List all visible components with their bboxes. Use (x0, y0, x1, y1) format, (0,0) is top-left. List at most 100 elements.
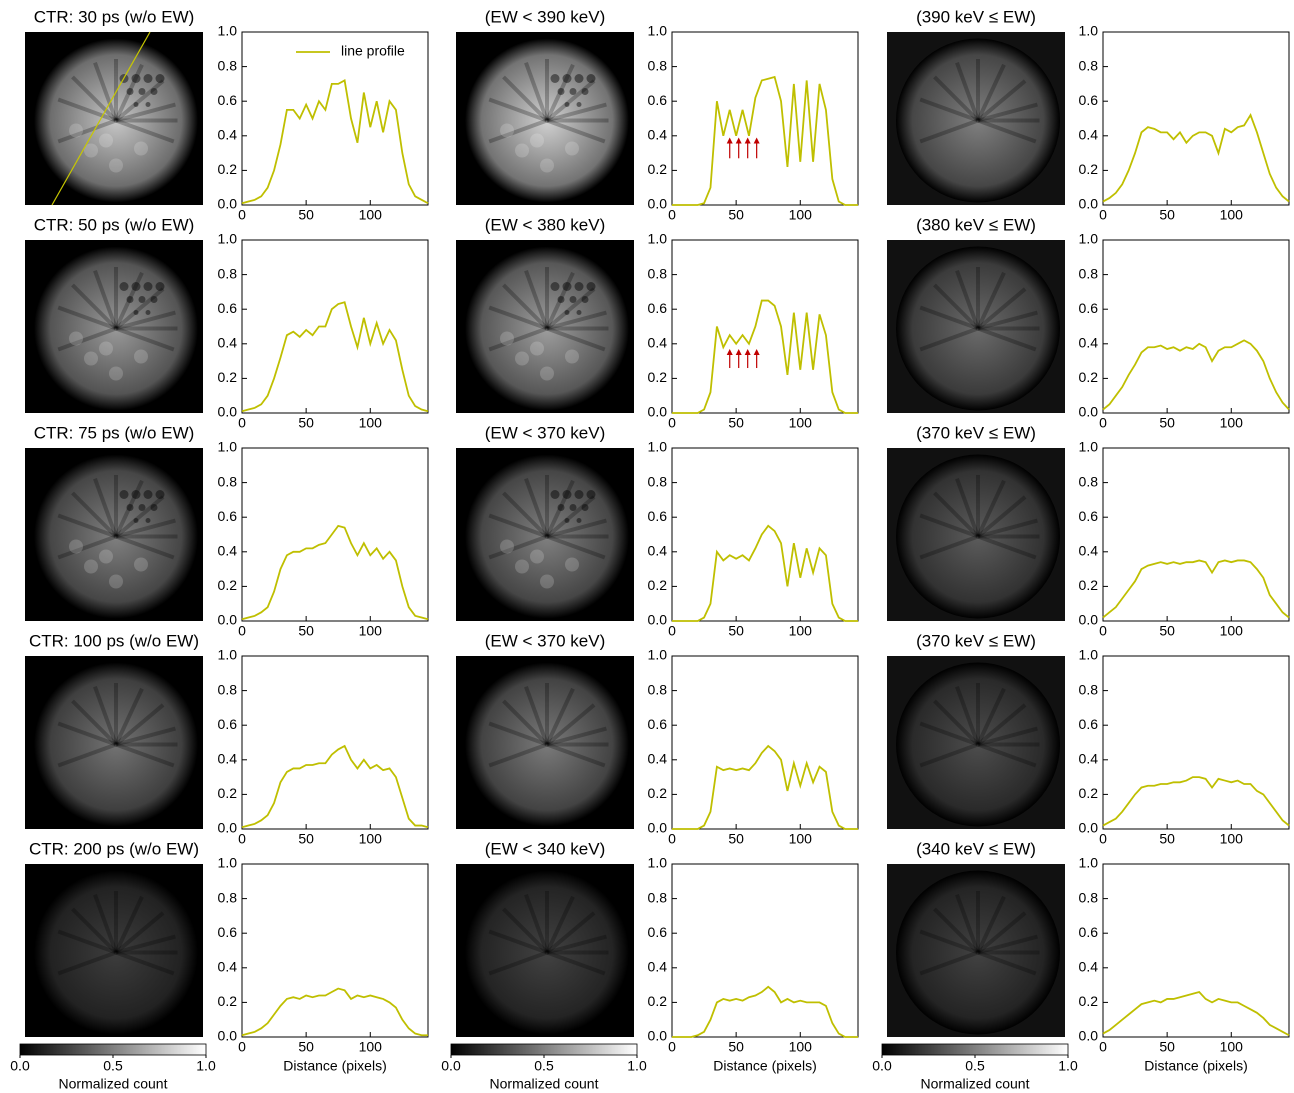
colorbar-tick-label: 0.0 (872, 1058, 892, 1074)
y-tick-label: 0.6 (1079, 508, 1099, 524)
y-tick-label: 0.6 (648, 300, 668, 316)
x-tick-label: 100 (1220, 1039, 1244, 1055)
x-tick-label: 0 (238, 623, 246, 639)
image-panel (456, 656, 634, 829)
x-tick-label: 50 (1159, 623, 1175, 639)
phantom-hole (120, 490, 129, 499)
phantom-hole (551, 490, 560, 499)
plot-frame (242, 448, 428, 621)
phantom-hole (146, 518, 151, 523)
x-tick-label: 50 (728, 831, 744, 847)
phantom-spot (134, 350, 148, 364)
y-tick-label: 1.0 (218, 231, 238, 247)
phantom-spot (500, 540, 514, 554)
y-tick-label: 1.0 (218, 23, 238, 39)
phantom-hole (551, 282, 560, 291)
image-title: (EW < 370 keV) (485, 423, 605, 442)
phantom-hole (558, 88, 565, 95)
phantom-hole (577, 518, 582, 523)
x-axis-label: Distance (pixels) (713, 1058, 816, 1074)
x-tick-label: 50 (1159, 831, 1175, 847)
phantom-spot (69, 540, 83, 554)
image-panel (456, 240, 634, 413)
y-tick-label: 0.8 (218, 473, 238, 489)
phantom-hole (144, 74, 153, 83)
phantom-hole (582, 296, 589, 303)
y-tick-label: 0.2 (1079, 577, 1099, 593)
phantom-spot (530, 342, 544, 356)
y-tick-label: 1.0 (648, 231, 668, 247)
y-tick-label: 0.6 (218, 508, 238, 524)
y-tick-label: 0.8 (648, 889, 668, 905)
phantom-hole (134, 518, 139, 523)
phantom-spot (134, 142, 148, 156)
x-tick-label: 100 (789, 831, 813, 847)
y-tick-label: 0.8 (1079, 265, 1099, 281)
y-tick-label: 0.2 (1079, 369, 1099, 385)
y-tick-label: 0.0 (648, 196, 668, 212)
y-tick-label: 0.2 (1079, 161, 1099, 177)
phantom-hole (565, 518, 570, 523)
y-tick-label: 0.4 (1079, 751, 1099, 767)
phantom-spot (84, 560, 98, 574)
y-tick-label: 0.4 (218, 959, 238, 975)
y-tick-label: 0.4 (648, 959, 668, 975)
phantom-hole (570, 504, 577, 511)
y-tick-label: 0.0 (1079, 612, 1099, 628)
phantom-hole (146, 102, 151, 107)
y-tick-label: 0.6 (1079, 716, 1099, 732)
colorbar (882, 1044, 1068, 1055)
image-panel (456, 864, 634, 1037)
y-tick-label: 1.0 (648, 647, 668, 663)
y-tick-label: 0.4 (1079, 959, 1099, 975)
y-tick-label: 0.4 (648, 127, 668, 143)
colorbar (451, 1044, 637, 1055)
phantom-spot (500, 124, 514, 138)
phantom-hole (587, 490, 596, 499)
image-title: (EW < 390 keV) (485, 7, 605, 26)
y-tick-label: 1.0 (218, 439, 238, 455)
phantom-spot (84, 352, 98, 366)
y-tick-label: 0.2 (218, 785, 238, 801)
plot-frame (242, 656, 428, 829)
phantom-hole (139, 504, 146, 511)
phantom-hole (127, 504, 134, 511)
x-tick-label: 100 (359, 415, 383, 431)
y-tick-label: 0.2 (218, 993, 238, 1009)
phantom-hole (577, 310, 582, 315)
y-tick-label: 1.0 (1079, 23, 1099, 39)
y-tick-label: 0.6 (648, 716, 668, 732)
phantom-spot (99, 342, 113, 356)
y-tick-label: 0.2 (218, 369, 238, 385)
y-tick-label: 0.4 (648, 751, 668, 767)
figure: CTR: 30 ps (w/o EW)0501000.00.20.40.60.8… (0, 0, 1294, 1093)
y-tick-label: 0.8 (218, 681, 238, 697)
image-panel (887, 448, 1065, 621)
x-tick-label: 50 (298, 831, 314, 847)
phantom-spot (565, 558, 579, 572)
y-tick-label: 0.6 (648, 92, 668, 108)
x-tick-label: 0 (238, 1039, 246, 1055)
image-panel (887, 656, 1065, 829)
colorbar-tick-label: 1.0 (627, 1058, 647, 1074)
phantom-hole (127, 296, 134, 303)
y-tick-label: 0.4 (648, 543, 668, 559)
phantom-spot (109, 575, 123, 589)
phantom-hole (575, 74, 584, 83)
y-tick-label: 0.4 (218, 543, 238, 559)
image-title: CTR: 100 ps (w/o EW) (29, 631, 199, 650)
y-tick-label: 1.0 (648, 855, 668, 871)
y-tick-label: 1.0 (1079, 439, 1099, 455)
x-tick-label: 50 (1159, 207, 1175, 223)
phantom-spot (134, 558, 148, 572)
y-tick-label: 0.6 (1079, 300, 1099, 316)
image-title: (EW < 380 keV) (485, 215, 605, 234)
y-tick-label: 0.8 (648, 473, 668, 489)
plot-frame (672, 32, 858, 205)
image-panel (887, 240, 1065, 413)
x-tick-label: 50 (1159, 415, 1175, 431)
phantom-hole (132, 74, 141, 83)
phantom-hole (151, 296, 158, 303)
image-title: CTR: 200 ps (w/o EW) (29, 839, 199, 858)
phantom-spot (515, 352, 529, 366)
